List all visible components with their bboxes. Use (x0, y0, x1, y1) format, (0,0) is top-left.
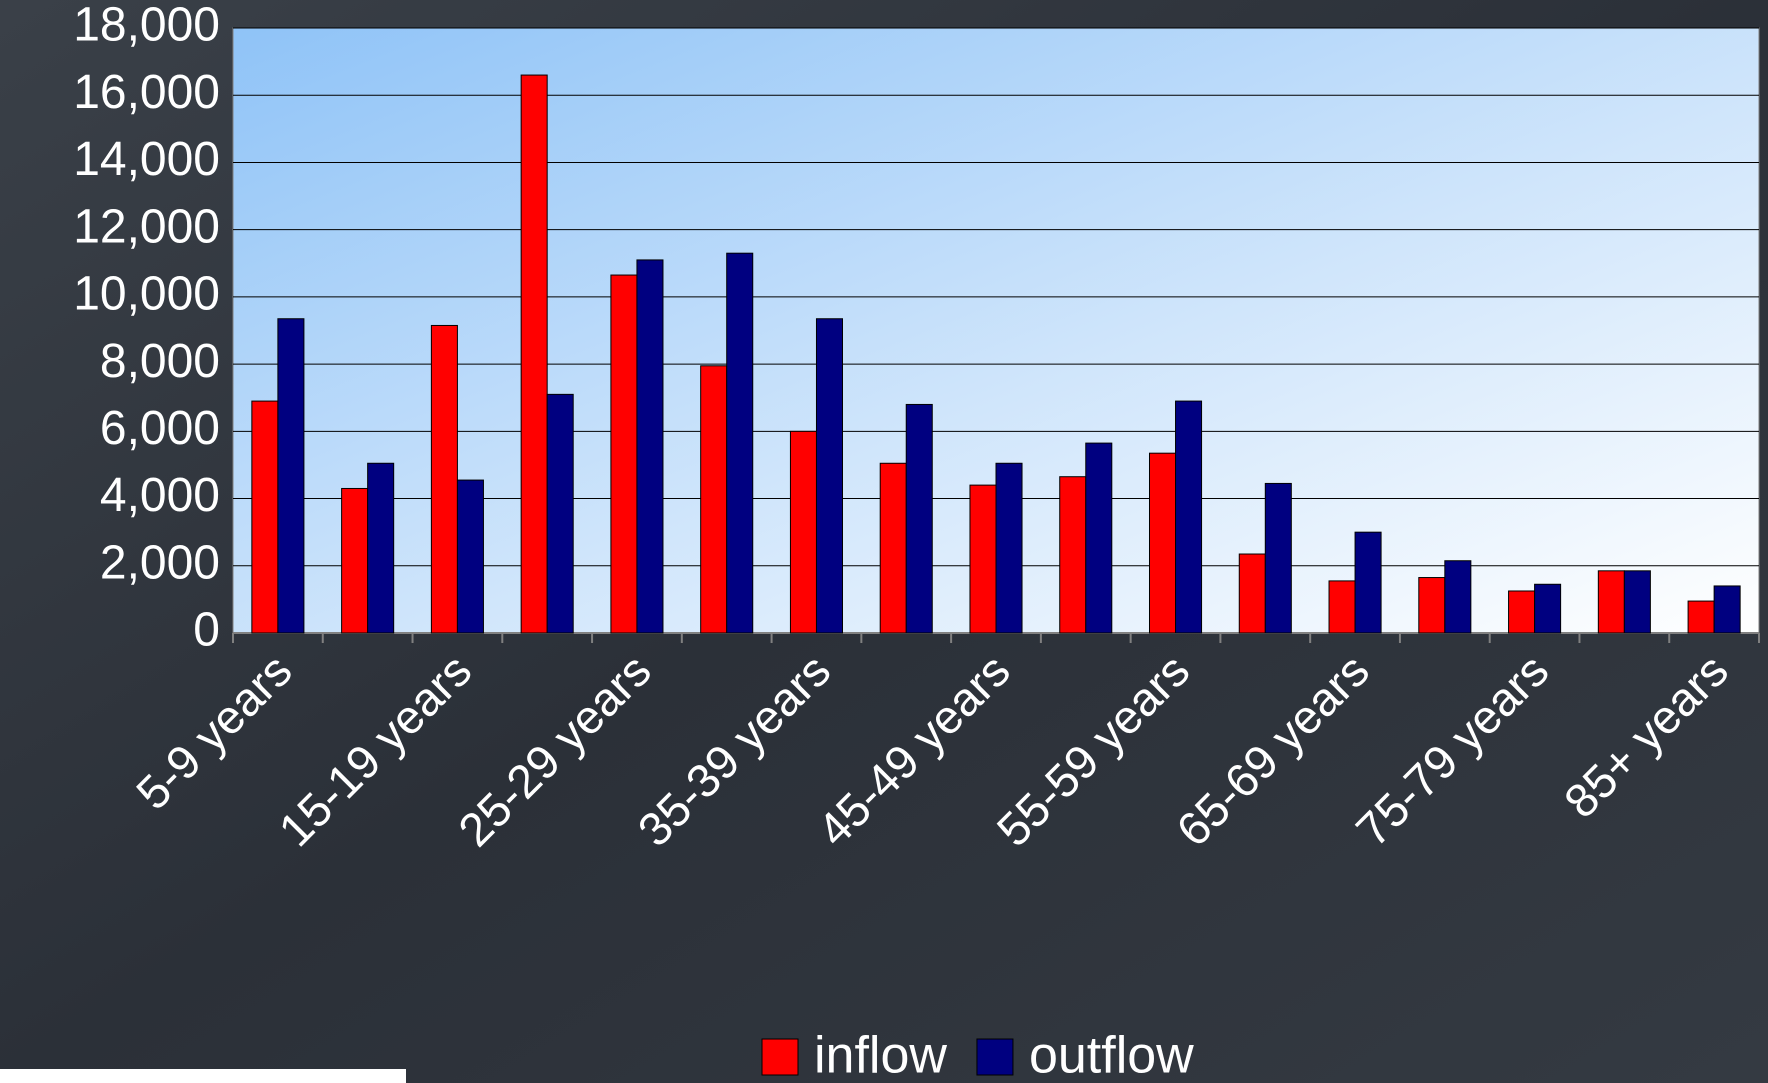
bar (1687, 600, 1715, 634)
bar (789, 430, 817, 634)
bar (1508, 590, 1536, 634)
corner-box (0, 1069, 406, 1083)
y-tick-label: 12,000 (73, 200, 220, 253)
y-tick-label: 4,000 (100, 469, 220, 522)
bar (636, 259, 664, 634)
y-tick-label: 8,000 (100, 335, 220, 388)
legend-label: outflow (1029, 1027, 1194, 1083)
bar (1238, 553, 1266, 634)
y-tick-label: 14,000 (73, 133, 220, 186)
bar (1597, 570, 1625, 634)
bar (700, 365, 728, 634)
bar (251, 400, 279, 634)
y-tick-label: 6,000 (100, 402, 220, 455)
bar (1713, 585, 1741, 634)
bar (969, 484, 997, 634)
bar (430, 324, 458, 634)
bar (1418, 577, 1446, 634)
bar (1148, 452, 1177, 634)
y-tick-label: 10,000 (73, 268, 220, 321)
bar (1354, 531, 1382, 634)
bar (879, 462, 907, 634)
bar (1328, 580, 1356, 634)
bar (1623, 570, 1651, 634)
bar (1175, 400, 1203, 634)
legend-swatch (761, 1038, 799, 1076)
y-tick-label: 18,000 (73, 0, 220, 52)
bar (456, 479, 484, 634)
y-tick-label: 0 (193, 604, 220, 657)
y-tick-label: 2,000 (100, 536, 220, 589)
bar (1534, 583, 1562, 634)
bar (341, 487, 369, 634)
bar (277, 318, 305, 634)
bar (1444, 560, 1472, 634)
bar (367, 462, 395, 634)
bar (905, 403, 933, 634)
bar (726, 252, 754, 634)
legend-label: inflow (814, 1027, 947, 1083)
bar (1059, 476, 1087, 634)
y-tick-label: 16,000 (73, 66, 220, 119)
bar (546, 393, 574, 634)
bar (815, 318, 844, 634)
bar (1085, 442, 1113, 634)
bar (520, 74, 548, 634)
bar (610, 274, 638, 634)
legend-swatch (976, 1038, 1014, 1076)
bar (995, 462, 1023, 634)
bar (1264, 482, 1292, 634)
